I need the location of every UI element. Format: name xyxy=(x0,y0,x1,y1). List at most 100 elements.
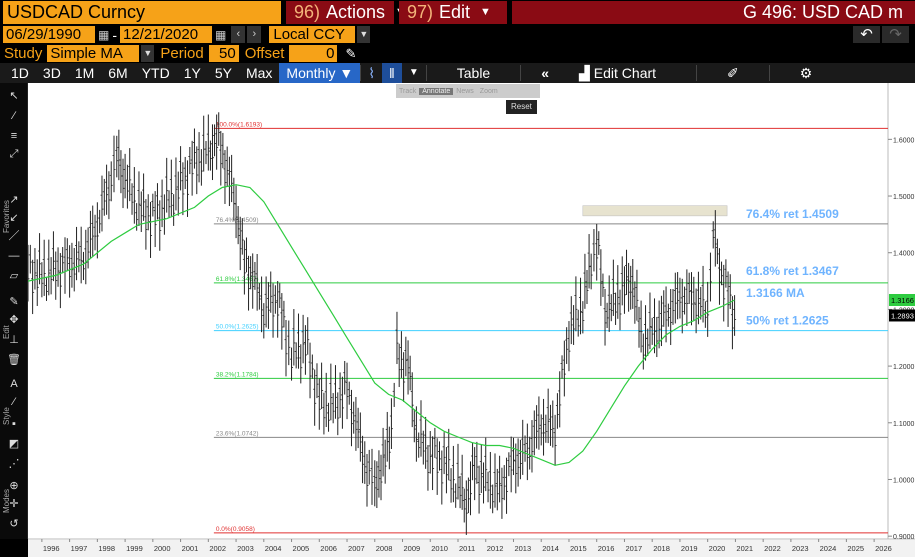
range-1d[interactable]: 1D xyxy=(11,65,29,81)
range-5y[interactable]: 5Y xyxy=(214,65,232,81)
x-tick-label: 2020 xyxy=(709,544,726,553)
chart-area[interactable]: 1.60001.50001.40001.30001.20001.10001.00… xyxy=(28,83,915,557)
edit-menu[interactable]: 97) Edit ▼ xyxy=(399,1,507,24)
range-1m[interactable]: 1M xyxy=(74,65,95,81)
x-tick-label: 2008 xyxy=(376,544,393,553)
undo-icon[interactable]: ↶ xyxy=(853,26,880,43)
mode-icon[interactable]: ⊕ xyxy=(9,480,19,492)
function-title: G 496: USD CAD m xyxy=(512,1,915,24)
ray-icon[interactable]: ↙ xyxy=(9,212,19,224)
annotation-label: 76.4% ret 1.4509 xyxy=(746,207,839,221)
gear-icon[interactable]: ⚙ xyxy=(799,65,813,81)
line-chart-icon[interactable]: ⌇ xyxy=(368,65,376,81)
drawing-toolbar: ↖ ∕ ≡ ⤢ Favorites ↗ ↙ ／ — ▱ ✎ ✥ Edit ⊥ 🗑… xyxy=(0,83,28,539)
currency-dropdown-icon[interactable]: ▼ xyxy=(357,26,371,43)
line-tool-icon[interactable]: ／ xyxy=(8,230,20,242)
x-tick-label: 2017 xyxy=(625,544,642,553)
security-field[interactable]: USDCAD Curncy xyxy=(3,1,281,24)
arrow-up-icon[interactable]: ↗ xyxy=(9,194,19,206)
annotate-mode[interactable]: Annotate xyxy=(419,87,454,95)
fibonacci-icon[interactable]: ≡ xyxy=(10,130,18,142)
range-max[interactable]: Max xyxy=(245,65,273,81)
channel-icon[interactable]: ▱ xyxy=(9,270,19,282)
fib-level-label: 50.0%(1.2625) xyxy=(216,324,259,331)
refresh-icon[interactable]: ↺ xyxy=(9,518,19,530)
date-range-bar: 06/29/1990 ▦ - 12/21/2020 ▦ ‹ › Local CC… xyxy=(0,25,915,44)
cursor-icon[interactable]: ↖ xyxy=(9,90,19,102)
fib-level-label: 0.0%(0.9058) xyxy=(216,526,255,533)
edit-label: Edit xyxy=(439,2,471,22)
offset-field[interactable]: 0 xyxy=(289,45,338,62)
crosshair-icon[interactable]: ✛ xyxy=(9,498,19,510)
range-6m[interactable]: 6M xyxy=(108,65,128,81)
zoom-mode[interactable]: Zoom xyxy=(479,87,498,95)
trash-icon[interactable]: 🗑 xyxy=(7,354,21,366)
study-dropdown-icon[interactable]: ▼ xyxy=(141,45,155,62)
x-tick-label: 2011 xyxy=(459,544,475,553)
x-tick-label: 2014 xyxy=(542,544,559,553)
last-price-tag xyxy=(889,309,915,322)
x-tick-label: 2004 xyxy=(265,544,282,553)
x-tick-label: 2021 xyxy=(736,544,753,553)
last-price-tag xyxy=(889,294,915,307)
study-label: Study xyxy=(4,45,43,62)
start-date-field[interactable]: 06/29/1990 xyxy=(3,26,95,43)
range-1y[interactable]: 1Y xyxy=(183,65,201,81)
x-tick-label: 2001 xyxy=(182,544,199,553)
brush-icon[interactable]: ⁄ xyxy=(13,396,15,408)
end-date-field[interactable]: 12/21/2020 xyxy=(120,26,213,43)
currency-field[interactable]: Local CCY xyxy=(269,26,356,43)
annotation-label: 50% ret 1.2625 xyxy=(746,314,829,328)
edit-chart-button[interactable]: Edit Chart xyxy=(593,65,657,81)
chart-toolbar: 1D 3D 1M 6M YTD 1Y 5Y Max Monthly ▼ ⌇ ‖ … xyxy=(0,63,915,83)
x-tick-label: 1998 xyxy=(98,544,115,553)
annotation-label: 61.8% ret 1.3467 xyxy=(746,264,839,278)
fib-level-label: 100.0%(1.6193) xyxy=(216,121,262,128)
last-price-value: 1.3166 xyxy=(891,296,914,305)
fib-level-label: 38.2%(1.1784) xyxy=(216,371,259,378)
prev-period-button[interactable]: ‹ xyxy=(231,26,246,43)
range-3d[interactable]: 3D xyxy=(42,65,61,81)
x-tick-label: 2026 xyxy=(875,544,892,553)
pin-icon[interactable]: ⊥ xyxy=(9,334,19,346)
annotate-icon[interactable]: ✐ xyxy=(727,65,739,81)
frequency-dropdown[interactable]: Monthly ▼ xyxy=(279,63,361,83)
x-tick-label: 2015 xyxy=(570,544,587,553)
fib-level-label: 23.6%(1.0742) xyxy=(216,430,259,437)
next-period-button[interactable]: › xyxy=(247,26,262,43)
move-icon[interactable]: ✥ xyxy=(9,314,19,326)
last-price-value: 1.2893 xyxy=(891,311,914,320)
dash-icon[interactable]: ⋰ xyxy=(8,458,20,470)
x-tick-label: 2023 xyxy=(792,544,809,553)
pencil-icon[interactable]: ✎ xyxy=(345,45,357,61)
header-bar: USDCAD Curncy 96) Actions ▼ 97) Edit ▼ G… xyxy=(0,0,915,25)
draw-line-icon[interactable]: ∕ xyxy=(13,110,15,122)
calendar-icon[interactable]: ▦ xyxy=(98,27,110,42)
x-tick-label: 1999 xyxy=(126,544,143,553)
chart-type-dropdown-icon[interactable]: ▼ xyxy=(408,67,419,78)
track-mode[interactable]: Track xyxy=(399,87,417,95)
price-chart[interactable]: 1.60001.50001.40001.30001.20001.10001.00… xyxy=(28,83,915,557)
period-field[interactable]: 50 xyxy=(208,45,239,62)
calendar-icon[interactable]: ▦ xyxy=(215,27,227,42)
news-mode[interactable]: News xyxy=(456,87,474,95)
table-button[interactable]: Table xyxy=(456,65,491,81)
actions-menu[interactable]: 96) Actions ▼ xyxy=(286,1,406,24)
color-icon[interactable]: ◩ xyxy=(8,438,20,450)
text-style-icon[interactable]: A xyxy=(10,378,18,390)
study-field[interactable]: Simple MA xyxy=(47,45,140,62)
range-ytd[interactable]: YTD xyxy=(141,65,170,81)
pen-icon[interactable]: ✎ xyxy=(9,296,19,308)
trend-icon[interactable]: ⤢ xyxy=(9,148,19,160)
bar-chart-icon[interactable]: ‖ xyxy=(382,63,402,83)
x-tick-label: 2022 xyxy=(764,544,781,553)
x-tick-label: 2024 xyxy=(820,544,837,553)
stroke-icon[interactable]: ▪ xyxy=(12,418,16,430)
reset-button[interactable]: Reset xyxy=(506,100,537,114)
collapse-icon[interactable]: « xyxy=(541,65,550,81)
edit-chart-icon[interactable]: ▟ xyxy=(579,65,590,81)
redo-icon[interactable]: ↷ xyxy=(882,26,909,43)
dropdown-arrow-icon: ▼ xyxy=(480,6,491,18)
horizontal-line-icon[interactable]: — xyxy=(8,250,20,262)
study-bar: Study Simple MA ▼ Period 50 Offset 0 ✎ xyxy=(0,44,915,63)
